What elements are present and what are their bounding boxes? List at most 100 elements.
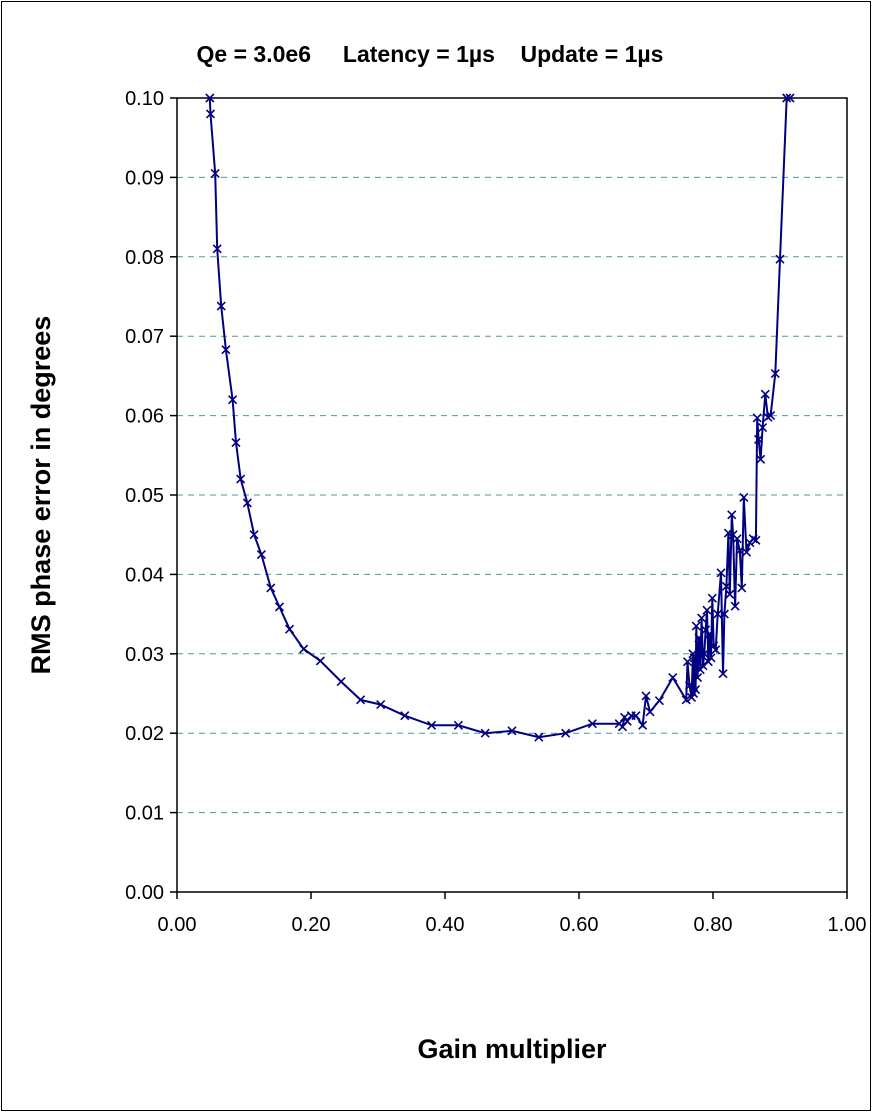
data-point bbox=[691, 621, 701, 631]
data-point bbox=[682, 657, 693, 667]
data-point bbox=[242, 498, 252, 508]
x-tick-label: 0.40 bbox=[426, 914, 465, 936]
data-point bbox=[732, 534, 742, 544]
series-markers bbox=[205, 93, 795, 742]
data-point bbox=[274, 602, 285, 612]
data-point bbox=[221, 345, 231, 355]
data-point bbox=[752, 413, 762, 423]
y-axis-title: RMS phase error in degrees bbox=[26, 316, 56, 675]
x-tick-label: 0.60 bbox=[560, 914, 599, 936]
y-tick-label: 0.08 bbox=[125, 247, 164, 269]
y-tick-label: 0.04 bbox=[125, 564, 164, 586]
x-tick-label: 0.20 bbox=[292, 914, 331, 936]
data-point bbox=[654, 696, 664, 706]
data-point bbox=[697, 613, 707, 623]
data-point bbox=[210, 168, 220, 178]
data-point bbox=[284, 624, 295, 634]
y-tick-label: 0.05 bbox=[125, 485, 164, 507]
data-point bbox=[760, 389, 770, 399]
data-point bbox=[737, 583, 747, 593]
data-point bbox=[689, 653, 699, 663]
data-point bbox=[756, 454, 766, 464]
data-point bbox=[249, 530, 259, 540]
data-point bbox=[699, 649, 709, 659]
data-point bbox=[376, 700, 386, 710]
data-point bbox=[561, 728, 571, 738]
data-point bbox=[645, 707, 655, 717]
chart-title: Qe = 3.0e6 Latency = 1µs Update = 1µs bbox=[197, 41, 664, 67]
data-point bbox=[702, 605, 712, 615]
data-point bbox=[507, 726, 517, 736]
data-point bbox=[770, 368, 780, 379]
x-tick-label: 1.00 bbox=[828, 914, 867, 936]
data-point bbox=[681, 695, 691, 705]
data-point bbox=[718, 669, 728, 679]
data-point bbox=[725, 589, 735, 599]
data-point bbox=[619, 712, 630, 722]
data-point bbox=[236, 474, 246, 484]
data-point bbox=[707, 593, 717, 603]
y-tick-labels: 0.00 0.01 0.02 0.03 0.04 0.05 0.06 0.07 0.08 0.09… bbox=[125, 88, 164, 904]
data-point bbox=[336, 677, 346, 687]
data-point bbox=[694, 633, 704, 643]
data-point bbox=[427, 720, 437, 730]
data-point bbox=[212, 244, 222, 254]
data-point bbox=[753, 434, 764, 444]
data-point bbox=[356, 695, 366, 705]
data-point bbox=[713, 609, 723, 619]
grid bbox=[177, 176, 847, 814]
data-point bbox=[706, 653, 716, 663]
data-point bbox=[703, 657, 713, 667]
x-tick-labels: 0.00 0.20 0.40 0.60 0.80 1.00 bbox=[158, 914, 867, 936]
y-tick-label: 0.01 bbox=[125, 803, 164, 825]
data-point bbox=[782, 93, 792, 103]
data-point bbox=[256, 549, 266, 560]
data-point bbox=[727, 510, 737, 520]
data-point bbox=[741, 547, 752, 557]
data-point bbox=[751, 535, 761, 545]
data-point bbox=[668, 673, 678, 683]
data-point bbox=[721, 581, 731, 591]
data-point bbox=[711, 645, 721, 655]
data-point bbox=[453, 720, 463, 730]
data-point bbox=[758, 422, 768, 433]
data-point bbox=[693, 673, 703, 683]
data-point bbox=[622, 716, 632, 726]
data-point bbox=[631, 711, 641, 721]
data-point bbox=[641, 691, 651, 701]
data-point bbox=[739, 492, 749, 502]
y-tick-label: 0.03 bbox=[125, 644, 164, 666]
data-point bbox=[205, 93, 215, 103]
data-point bbox=[716, 568, 726, 578]
data-point bbox=[315, 656, 325, 666]
data-point bbox=[698, 661, 708, 671]
data-point bbox=[766, 411, 776, 421]
data-point bbox=[299, 644, 309, 654]
data-point bbox=[719, 609, 729, 619]
data-point bbox=[266, 583, 276, 593]
x-tick-label: 0.80 bbox=[694, 914, 733, 936]
data-point bbox=[695, 665, 705, 675]
data-point bbox=[400, 711, 410, 721]
data-point bbox=[205, 109, 216, 119]
x-tick-label: 0.00 bbox=[158, 914, 197, 936]
y-tick-label: 0.06 bbox=[125, 406, 164, 428]
tick-marks bbox=[170, 97, 848, 899]
y-tick-label: 0.09 bbox=[125, 167, 164, 189]
data-point bbox=[785, 93, 795, 103]
data-point bbox=[691, 684, 701, 695]
data-point bbox=[638, 720, 648, 730]
data-point bbox=[705, 629, 715, 639]
data-point bbox=[730, 601, 740, 611]
data-point bbox=[587, 719, 597, 729]
data-point bbox=[231, 438, 241, 448]
x-axis-title: Gain multiplier bbox=[417, 1034, 607, 1064]
data-point bbox=[216, 301, 226, 311]
data-point bbox=[735, 546, 745, 556]
data-point bbox=[684, 680, 695, 691]
y-tick-label: 0.07 bbox=[125, 326, 164, 348]
data-point bbox=[534, 732, 544, 742]
data-point bbox=[480, 728, 490, 738]
